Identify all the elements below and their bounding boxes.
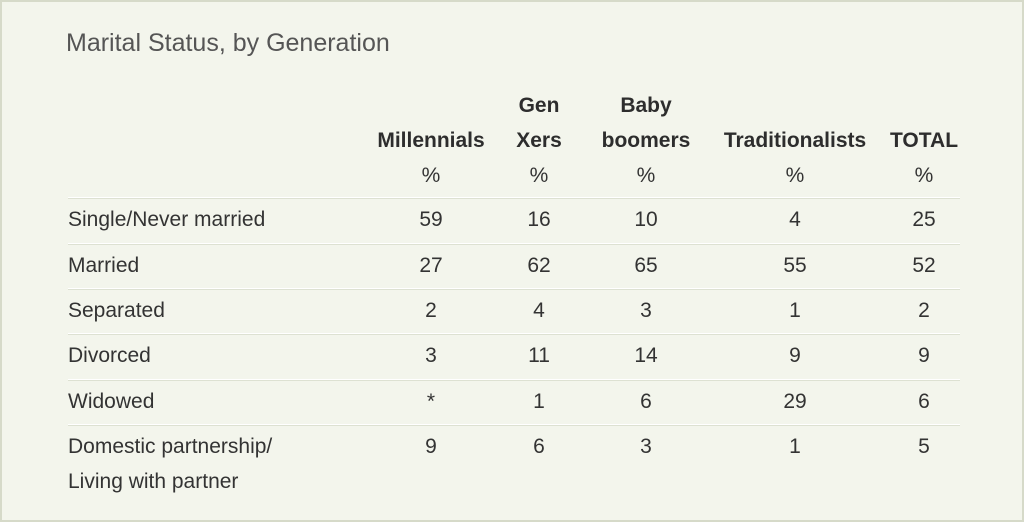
table-cell: 16 [527,208,551,231]
row-label: Domestic partnership/ [68,435,273,458]
table-cell: 14 [634,344,658,367]
column-unit: % [421,164,441,187]
table-cell: 10 [634,208,658,231]
table-cell: 3 [425,344,437,367]
column-header: Millennials [377,129,485,152]
table-cell: 6 [918,390,930,413]
table-cell: 5 [918,435,930,458]
column-header: Xers [516,129,562,152]
table-cell: 9 [425,435,437,458]
column-header: TOTAL [889,129,959,152]
column-header: boomers [601,129,691,152]
row-label: Single/Never married [68,208,266,231]
table-cell: 3 [640,299,652,322]
table-cell: 1 [789,435,801,458]
table-cell: 2 [918,299,930,322]
column-unit: % [529,164,549,187]
table-cell: 29 [783,390,807,413]
table-cell: 9 [918,344,930,367]
column-header: Traditionalists [723,129,867,152]
table-cell: 25 [912,208,936,231]
column-unit: % [636,164,656,187]
table-cell: 55 [783,254,807,277]
row-label: Widowed [68,390,155,413]
row-label: Separated [68,299,165,322]
table-cell: 9 [789,344,801,367]
row-label-line2: Living with partner [68,470,239,493]
table-cell: 4 [533,299,545,322]
row-separator [68,424,960,426]
row-separator [68,243,960,245]
column-unit: % [785,164,805,187]
table-cell: 59 [419,208,443,231]
table-cell: 62 [527,254,551,277]
row-label: Married [68,254,140,277]
table-cell: 1 [533,390,545,413]
table-cell: 6 [533,435,545,458]
row-separator [68,379,960,381]
table-cell: 6 [640,390,652,413]
table-cell: 1 [789,299,801,322]
column-header-line1: Gen [518,94,560,117]
table-cell: 27 [419,254,443,277]
row-separator [68,333,960,335]
row-separator [68,197,960,199]
row-separator [68,288,960,290]
table-cell: * [426,390,436,413]
table-cell: 11 [528,344,550,367]
row-label: Divorced [68,344,151,367]
table-cell: 4 [789,208,801,231]
column-unit: % [914,164,934,187]
chart-title: Marital Status, by Generation [66,29,390,57]
table-cell: 52 [912,254,936,277]
table-cell: 2 [425,299,437,322]
table-cell: 65 [634,254,658,277]
table-cell: 3 [640,435,652,458]
column-header-line1: Baby [620,94,672,117]
